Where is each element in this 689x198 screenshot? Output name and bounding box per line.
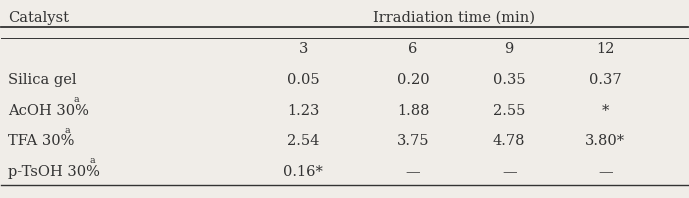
- Text: a: a: [73, 95, 79, 104]
- Text: a: a: [65, 126, 70, 135]
- Text: 0.20: 0.20: [397, 73, 429, 87]
- Text: 9: 9: [504, 42, 514, 56]
- Text: 0.05: 0.05: [287, 73, 320, 87]
- Text: 1.88: 1.88: [397, 104, 429, 118]
- Text: Catalyst: Catalyst: [8, 11, 70, 25]
- Text: 3.80*: 3.80*: [585, 134, 626, 148]
- Text: TFA 30%: TFA 30%: [8, 134, 74, 148]
- Text: 0.35: 0.35: [493, 73, 526, 87]
- Text: 0.37: 0.37: [589, 73, 621, 87]
- Text: —: —: [406, 165, 420, 179]
- Text: —: —: [598, 165, 613, 179]
- Text: Irradiation time (min): Irradiation time (min): [373, 11, 535, 25]
- Text: 3.75: 3.75: [397, 134, 429, 148]
- Text: AcOH 30%: AcOH 30%: [8, 104, 89, 118]
- Text: 2.55: 2.55: [493, 104, 526, 118]
- Text: 3: 3: [298, 42, 308, 56]
- Text: —: —: [502, 165, 517, 179]
- Text: 4.78: 4.78: [493, 134, 526, 148]
- Text: 1.23: 1.23: [287, 104, 320, 118]
- Text: 2.54: 2.54: [287, 134, 320, 148]
- Text: p-TsOH 30%: p-TsOH 30%: [8, 165, 100, 179]
- Text: 6: 6: [409, 42, 418, 56]
- Text: 0.16*: 0.16*: [283, 165, 323, 179]
- Text: *: *: [601, 104, 609, 118]
- Text: 12: 12: [596, 42, 615, 56]
- Text: Silica gel: Silica gel: [8, 73, 76, 87]
- Text: a: a: [89, 156, 95, 165]
